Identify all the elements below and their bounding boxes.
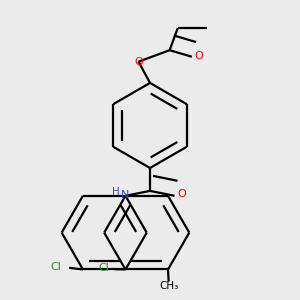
Text: O: O (134, 57, 143, 67)
Text: Cl: Cl (51, 262, 62, 272)
Text: O: O (195, 51, 203, 61)
Text: Cl: Cl (98, 263, 109, 273)
Text: H: H (112, 187, 120, 197)
Text: CH₃: CH₃ (159, 281, 178, 292)
Text: N: N (121, 190, 129, 200)
Text: O: O (177, 189, 186, 199)
